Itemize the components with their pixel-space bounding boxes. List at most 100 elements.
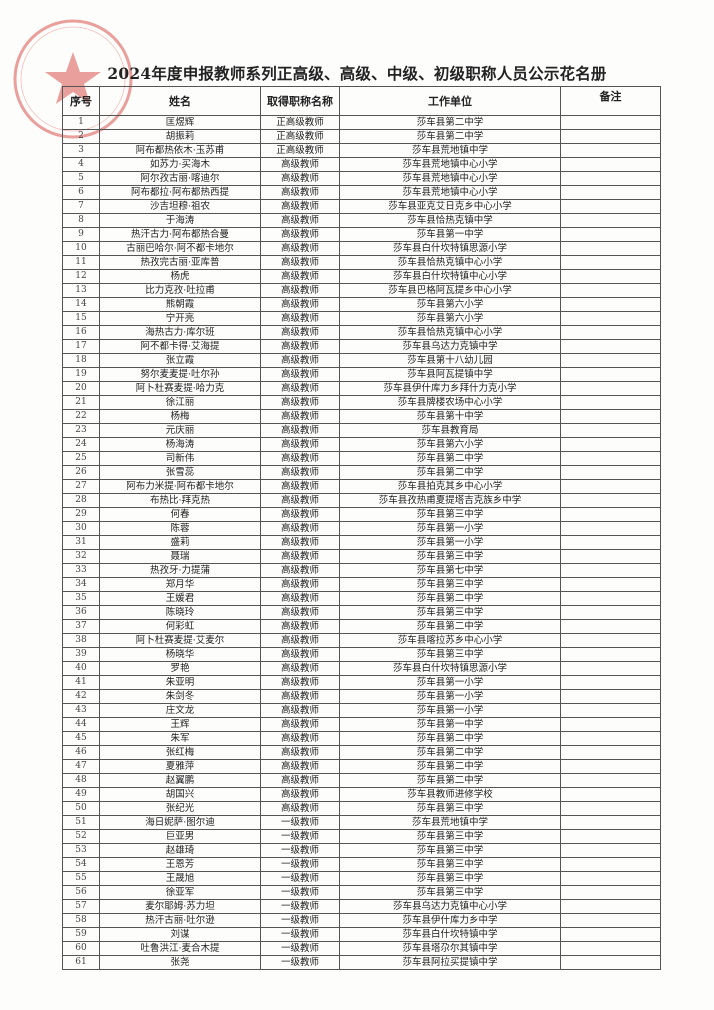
cell-unit: 莎车县巴格阿瓦提乡中心小学	[339, 283, 561, 298]
cell-num: 15	[62, 311, 100, 326]
cell-unit: 莎车县第三中学	[339, 829, 561, 844]
table-row: 60 吐鲁洪江·麦合木提 一级教师 莎车县塔尕尔其镇中学	[62, 941, 661, 956]
cell-note	[560, 381, 661, 396]
cell-name: 海日妮萨·图尔迪	[99, 815, 261, 830]
cell-unit: 莎车县第三中学	[339, 647, 561, 662]
cell-unit: 莎车县牌楼农场中心小学	[339, 395, 561, 410]
table-row: 52 巨亚男 一级教师 莎车县第三中学	[62, 829, 661, 844]
cell-num: 6	[62, 185, 100, 200]
cell-unit: 莎车县第一小学	[339, 521, 561, 536]
cell-unit: 莎车县第二中学	[339, 773, 561, 788]
cell-note	[560, 423, 661, 438]
cell-num: 55	[62, 871, 100, 886]
cell-unit: 莎车县第一中学	[339, 717, 561, 732]
cell-title: 高级教师	[260, 787, 340, 802]
table-row: 53 赵雄琦 一级教师 莎车县第三中学	[62, 843, 661, 858]
cell-name: 布热比·拜克热	[99, 493, 261, 508]
cell-title: 高级教师	[260, 241, 340, 256]
table-row: 41 朱亚明 高级教师 莎车县第一小学	[62, 675, 661, 690]
cell-note	[560, 311, 661, 326]
cell-num: 7	[62, 199, 100, 214]
cell-unit: 莎车县第二中学	[339, 731, 561, 746]
cell-title: 高级教师	[260, 367, 340, 382]
cell-name: 阿卜杜赛麦提·哈力克	[99, 381, 261, 396]
table-row: 26 张雪蕊 高级教师 莎车县第二中学	[62, 465, 661, 480]
cell-unit: 莎车县孜热甫夏提塔吉克族乡中学	[339, 493, 561, 508]
cell-unit: 莎车县乌达力克镇中学	[339, 339, 561, 354]
cell-unit: 莎车县亚克艾日克乡中心小学	[339, 199, 561, 214]
cell-name: 热汗古力·阿布都热合曼	[99, 227, 261, 242]
cell-num: 54	[62, 857, 100, 872]
cell-unit: 莎车县第二中学	[339, 619, 561, 634]
cell-num: 11	[62, 255, 100, 270]
cell-name: 阿不都卡得·艾海提	[99, 339, 261, 354]
table-row: 43 庄文龙 高级教师 莎车县第一小学	[62, 703, 661, 718]
cell-name: 匡煜辉	[99, 115, 261, 130]
cell-num: 16	[62, 325, 100, 340]
cell-title: 高级教师	[260, 563, 340, 578]
cell-num: 13	[62, 283, 100, 298]
table-row: 34 郑月华 高级教师 莎车县第三中学	[62, 577, 661, 592]
cell-unit: 莎车县阿拉买提镇中学	[339, 955, 561, 970]
cell-num: 52	[62, 829, 100, 844]
cell-note	[560, 367, 661, 382]
cell-name: 热孜牙·力提蒲	[99, 563, 261, 578]
cell-name: 朱军	[99, 731, 261, 746]
cell-unit: 莎车县喀拉苏乡中心小学	[339, 633, 561, 648]
cell-title: 高级教师	[260, 689, 340, 704]
cell-num: 5	[62, 171, 100, 186]
cell-note	[560, 591, 661, 606]
cell-note	[560, 297, 661, 312]
cell-note	[560, 955, 661, 970]
cell-name: 朱剑冬	[99, 689, 261, 704]
table-row: 57 麦尔耶姆·苏力坦 一级教师 莎车县乌达力克镇中心小学	[62, 899, 661, 914]
cell-unit: 莎车县第二中学	[339, 591, 561, 606]
cell-note	[560, 661, 661, 676]
cell-unit: 莎车县第一小学	[339, 703, 561, 718]
cell-note	[560, 409, 661, 424]
cell-title: 一级教师	[260, 941, 340, 956]
cell-num: 20	[62, 381, 100, 396]
cell-title: 高级教师	[260, 451, 340, 466]
table-row: 40 罗艳 高级教师 莎车县白什坎特镇思源小学	[62, 661, 661, 676]
cell-num: 26	[62, 465, 100, 480]
cell-unit: 莎车县第十中学	[339, 409, 561, 424]
cell-title: 一级教师	[260, 927, 340, 942]
cell-note	[560, 115, 661, 130]
cell-name: 张立霞	[99, 353, 261, 368]
cell-unit: 莎车县第二中学	[339, 745, 561, 760]
cell-name: 刘谋	[99, 927, 261, 942]
cell-note	[560, 185, 661, 200]
cell-title: 一级教师	[260, 899, 340, 914]
cell-num: 33	[62, 563, 100, 578]
table-row: 11 热孜完古丽·亚库普 高级教师 莎车县恰热克镇中心小学	[62, 255, 661, 270]
cell-note	[560, 731, 661, 746]
cell-num: 17	[62, 339, 100, 354]
cell-name: 古丽巴哈尔·阿不都卡地尔	[99, 241, 261, 256]
cell-name: 元庆丽	[99, 423, 261, 438]
cell-title: 高级教师	[260, 619, 340, 634]
cell-title: 一级教师	[260, 955, 340, 970]
cell-name: 热汗古丽·吐尔逊	[99, 913, 261, 928]
table-row: 55 王晟旭 一级教师 莎车县第三中学	[62, 871, 661, 886]
table-row: 20 阿卜杜赛麦提·哈力克 高级教师 莎车县伊什库力乡拜什力克小学	[62, 381, 661, 396]
cell-name: 比力克孜·吐拉甫	[99, 283, 261, 298]
cell-title: 高级教师	[260, 773, 340, 788]
cell-name: 如苏力·买海木	[99, 157, 261, 172]
cell-unit: 莎车县恰热克镇中学	[339, 213, 561, 228]
cell-unit: 莎车县恰热克镇中心小学	[339, 255, 561, 270]
table-row: 3 阿布都热依木·玉苏甫 正高级教师 莎车县荒地镇中学	[62, 143, 661, 158]
cell-title: 高级教师	[260, 325, 340, 340]
cell-note	[560, 255, 661, 270]
cell-num: 32	[62, 549, 100, 564]
cell-note	[560, 283, 661, 298]
cell-unit: 莎车县第三中学	[339, 605, 561, 620]
cell-num: 27	[62, 479, 100, 494]
cell-note	[560, 871, 661, 886]
cell-name: 胡国兴	[99, 787, 261, 802]
cell-unit: 莎车县白什坎特镇思源小学	[339, 241, 561, 256]
cell-name: 赵翼鹏	[99, 773, 261, 788]
cell-title: 高级教师	[260, 227, 340, 242]
cell-num: 56	[62, 885, 100, 900]
